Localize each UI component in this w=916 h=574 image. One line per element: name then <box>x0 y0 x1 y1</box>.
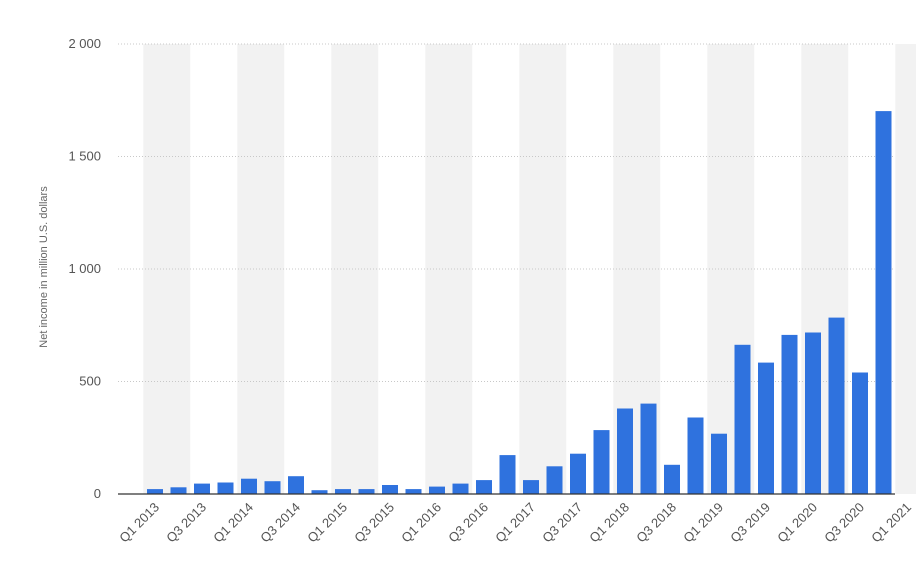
bar <box>217 482 234 494</box>
x-tick-label: Q1 2018 <box>586 500 632 546</box>
bar <box>640 403 657 494</box>
x-tick-label: Q3 2014 <box>257 500 303 546</box>
bar <box>358 489 375 494</box>
bar <box>147 489 163 494</box>
bar <box>170 487 187 495</box>
x-tick-label: Q1 2016 <box>398 500 444 546</box>
x-tick-label: Q1 2015 <box>304 500 350 546</box>
x-tick-label: Q1 2019 <box>680 500 726 546</box>
bar <box>570 453 586 494</box>
x-tick-labels: Q1 2013 Q3 2013 Q1 2014 Q3 2014 Q1 2015 Q3 20… <box>116 500 914 546</box>
bar <box>241 478 257 494</box>
bar <box>311 490 328 494</box>
bar <box>828 317 845 494</box>
background-band <box>519 44 567 494</box>
x-tick-label: Q3 2016 <box>445 500 491 546</box>
background-band <box>237 44 285 494</box>
x-tick-label: Q1 2021 <box>868 500 914 546</box>
background-band <box>472 44 520 494</box>
bar <box>429 486 445 494</box>
bar <box>335 489 351 494</box>
y-tick-label: 500 <box>79 374 101 389</box>
bar <box>593 430 610 494</box>
bar <box>288 476 304 494</box>
bar <box>852 372 868 494</box>
bar <box>476 480 492 494</box>
y-tick-label: 1 500 <box>68 149 101 164</box>
background-band <box>190 44 238 494</box>
bar <box>194 483 210 494</box>
y-tick-label: 2 000 <box>68 36 101 51</box>
bar <box>711 433 727 494</box>
x-tick-label: Q3 2018 <box>633 500 679 546</box>
bar <box>264 481 281 494</box>
x-tick-label: Q1 2017 <box>492 500 538 546</box>
x-tick-label: Q3 2020 <box>821 500 867 546</box>
bar <box>452 483 469 494</box>
bar <box>734 344 751 494</box>
x-tick-label: Q1 2014 <box>210 500 256 546</box>
y-tick-label: 1 000 <box>68 261 101 276</box>
bar <box>546 466 563 494</box>
bar <box>664 464 680 495</box>
bar <box>617 408 633 494</box>
bar <box>382 485 398 494</box>
bar <box>499 455 516 494</box>
y-axis-title: Net income in million U.S. dollars <box>38 186 50 348</box>
bar <box>405 489 422 494</box>
bars <box>147 111 892 495</box>
x-tick-label: Q3 2013 <box>163 500 209 546</box>
bar <box>781 334 798 494</box>
x-tick-label: Q3 2017 <box>539 500 585 546</box>
bar <box>523 480 539 494</box>
gridlines <box>118 43 895 382</box>
x-tick-label: Q3 2019 <box>727 500 773 546</box>
bar <box>758 362 774 494</box>
x-tick-label: Q1 2020 <box>774 500 820 546</box>
background-band <box>331 44 379 494</box>
y-tick-labels: 0 500 1 000 1 500 2 000 <box>68 36 101 501</box>
x-tick-label: Q1 2013 <box>116 500 162 546</box>
bar <box>687 417 704 494</box>
bar <box>805 332 821 494</box>
background-band <box>378 44 426 494</box>
bar <box>875 111 892 494</box>
background-band <box>895 44 916 494</box>
y-tick-label: 0 <box>94 486 101 501</box>
x-tick-label: Q3 2015 <box>351 500 397 546</box>
